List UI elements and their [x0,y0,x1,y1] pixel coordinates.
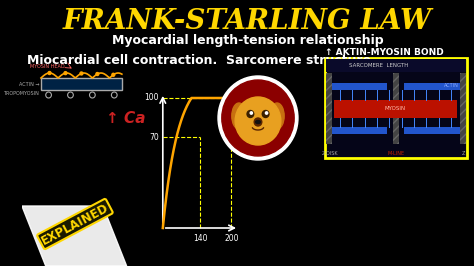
Bar [325,58,467,158]
Circle shape [218,76,298,160]
Bar [404,127,460,134]
Bar [332,127,387,134]
Text: ↑ Ca: ↑ Ca [106,111,145,126]
Circle shape [247,110,254,118]
Circle shape [265,112,268,114]
Bar [326,59,466,72]
Ellipse shape [270,103,284,129]
Text: ACTIN: ACTIN [444,83,459,88]
Polygon shape [22,206,127,266]
Bar [404,83,460,90]
Ellipse shape [232,103,246,129]
Circle shape [48,72,51,74]
Text: ACTIN →: ACTIN → [18,81,39,86]
Text: MYOSIN HEAD: MYOSIN HEAD [29,64,64,69]
Circle shape [254,118,262,126]
Bar [41,78,122,90]
Text: TROPOMYOSIN: TROPOMYOSIN [3,91,39,96]
Text: SARCOMERE  LENGTH: SARCOMERE LENGTH [349,63,409,68]
Circle shape [235,97,281,145]
Text: M-LINE: M-LINE [387,151,405,156]
Circle shape [250,112,253,114]
Text: 100: 100 [145,94,159,102]
Text: MYOSIN: MYOSIN [385,106,406,111]
Text: 70: 70 [149,132,159,142]
Text: Z: Z [461,151,465,156]
Circle shape [222,80,294,156]
Circle shape [64,72,67,75]
Circle shape [80,72,83,75]
Text: 140: 140 [193,234,208,243]
Bar [460,73,466,144]
Bar [332,83,387,90]
Circle shape [262,110,269,118]
Circle shape [112,73,115,76]
Text: Myocardial length-tension relationship: Myocardial length-tension relationship [112,34,383,47]
Text: Z-DISK: Z-DISK [321,151,338,156]
Text: 200: 200 [224,234,238,243]
Text: ↑ AKTIN-MYOSIN BOND: ↑ AKTIN-MYOSIN BOND [325,48,443,57]
Circle shape [96,73,99,76]
Bar [392,73,399,144]
Ellipse shape [255,120,260,123]
Text: FRANK-STARLING LAW: FRANK-STARLING LAW [63,8,432,35]
Bar [326,73,332,144]
Text: Miocardial cell contraction.  Sarcomere structure.: Miocardial cell contraction. Sarcomere s… [27,54,375,67]
Text: EXPLAINED: EXPLAINED [39,201,111,247]
Bar [334,99,457,118]
